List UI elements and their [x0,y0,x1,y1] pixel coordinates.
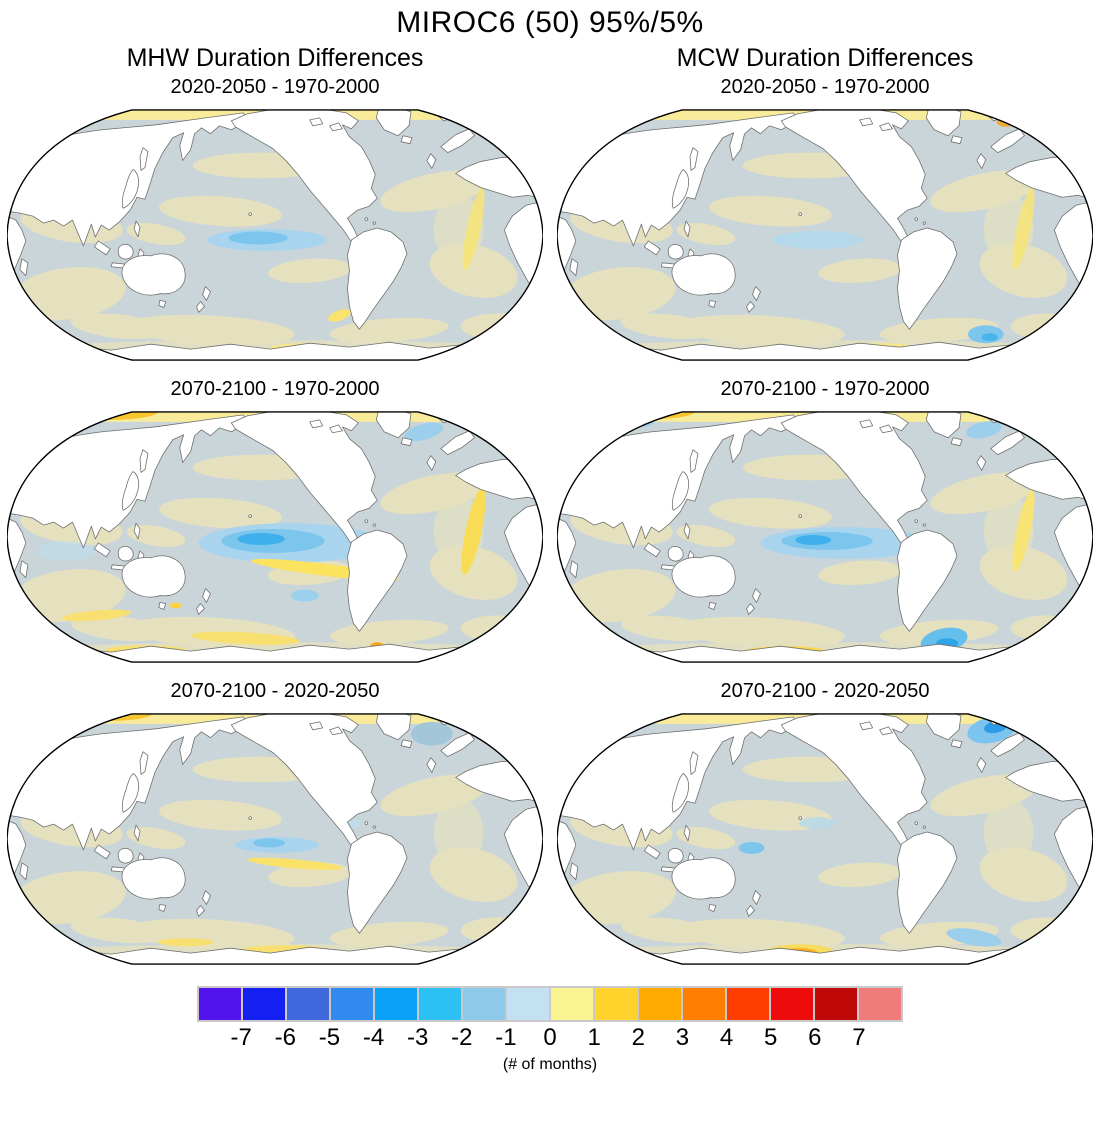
panel-subtitle: 2070-2100 - 1970-2000 [720,378,930,400]
colorbar-cell [551,988,595,1020]
colorbar-cell [419,988,463,1020]
colorbar-cell [815,988,859,1020]
colorbar-tick-label: 6 [808,1024,822,1051]
colorbar-tick-label: -7 [230,1024,252,1051]
colorbar-ticks: -7 -6 -5 -4 -3 -2 -1 0 1 2 3 4 5 6 7 [197,1024,903,1054]
world-map-mhw-2070-2100-vs-2020-2050 [7,713,543,965]
colorbar-cell [771,988,815,1020]
colorbar-tick-label: -1 [495,1024,517,1051]
panel-subtitle: 2020-2050 - 1970-2000 [720,76,930,98]
colorbar-tick-label: -4 [362,1024,385,1051]
map-panel-mhw-2: 2070-2100 - 1970-2000 [0,376,550,672]
colorbar-cell [859,988,901,1020]
colorbar-tick-label: -6 [274,1024,296,1051]
colorbar-cell [639,988,683,1020]
colorbar-tick-label: -3 [406,1024,429,1051]
colorbar-gradient [197,986,903,1022]
world-map-mhw-2070-2100 [7,411,543,663]
colorbar-tick-label: 0 [543,1024,557,1051]
panel-subtitle: 2070-2100 - 2020-2050 [170,680,380,702]
world-map-mcw-2070-2100 [557,411,1093,663]
world-map-mhw-2020-2050 [7,109,543,361]
colorbar-cell [375,988,419,1020]
colorbar-tick-label: 3 [675,1024,690,1051]
colorbar-tick-label: -5 [318,1024,341,1051]
column-header-mcw: MCW Duration Differences [676,44,974,72]
colorbar-cell [727,988,771,1020]
colorbar-cell [595,988,639,1020]
colorbar-tick-label: 5 [763,1024,778,1051]
map-panel-mhw-1: 2020-2050 - 1970-2000 [0,74,550,370]
colorbar-tick-label: 7 [852,1024,866,1051]
colorbar-cell [287,988,331,1020]
column-headers: MHW Duration Differences MCW Duration Di… [0,42,1100,74]
colorbar-tick-label: 1 [587,1024,601,1051]
figure-title: MIROC6 (50) 95%/5% [396,6,704,39]
colorbar-cell [463,988,507,1020]
map-panel-mcw-2: 2070-2100 - 1970-2000 [550,376,1100,672]
colorbar-tick-label: 2 [631,1024,645,1051]
map-panel-mhw-3: 2070-2100 - 2020-2050 [0,678,550,974]
colorbar: -7 -6 -5 -4 -3 -2 -1 0 1 2 3 4 5 6 7 (# of months) [197,986,903,1074]
map-panel-grid: 2020-2050 - 1970-2000 2020-2050 - 1970-2… [0,74,1100,974]
panel-subtitle: 2020-2050 - 1970-2000 [170,76,380,98]
colorbar-cell [199,988,243,1020]
colorbar-tick-label: 4 [719,1024,734,1051]
colorbar-units-label: (# of months) [502,1056,598,1073]
colorbar-cell [331,988,375,1020]
colorbar-tick-label: -2 [451,1024,473,1051]
map-panel-mcw-3: 2070-2100 - 2020-2050 [550,678,1100,974]
column-header-mhw: MHW Duration Differences [126,44,424,72]
panel-subtitle: 2070-2100 - 1970-2000 [170,378,380,400]
map-panel-mcw-1: 2020-2050 - 1970-2000 [550,74,1100,370]
world-map-mcw-2070-2100-vs-2020-2050 [557,713,1093,965]
colorbar-cell [243,988,287,1020]
colorbar-cell [683,988,727,1020]
world-map-mcw-2020-2050 [557,109,1093,361]
panel-subtitle: 2070-2100 - 2020-2050 [720,680,930,702]
colorbar-cell [507,988,551,1020]
